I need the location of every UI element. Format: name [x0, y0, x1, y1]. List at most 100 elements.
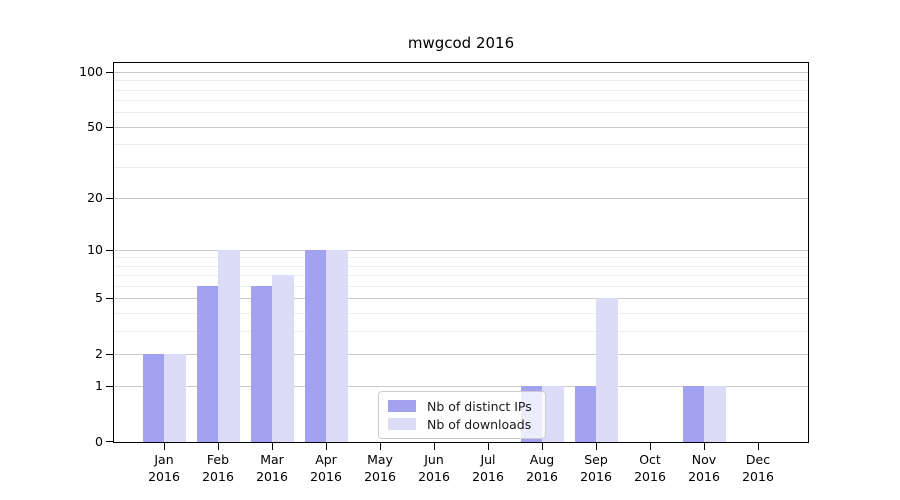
y-tick-mark [106, 353, 113, 355]
x-tick-month: Jul [480, 452, 496, 467]
legend-label: Nb of distinct IPs [427, 398, 532, 414]
legend-row: Nb of downloads [388, 415, 537, 433]
y-tick-mark [106, 197, 113, 199]
legend-swatch-distinct-ips [388, 400, 416, 412]
x-tick-mark [164, 443, 165, 450]
y-gridline-minor [114, 330, 808, 332]
y-tick-label: 100 [79, 64, 103, 79]
bar-downloads [272, 275, 294, 442]
bar-downloads [542, 386, 564, 442]
legend-label: Nb of downloads [427, 416, 532, 432]
x-tick-year: 2016 [742, 469, 774, 484]
x-tick-mark [596, 443, 597, 450]
x-tick-label: Jun 2016 [402, 451, 466, 485]
bar-downloads [704, 386, 726, 442]
x-tick-mark [326, 443, 327, 450]
y-tick-label: 10 [87, 241, 103, 257]
x-tick-label: Oct 2016 [618, 451, 682, 485]
x-tick-label: Aug 2016 [510, 451, 574, 485]
y-tick-mark [106, 72, 113, 73]
y-tick-mark [106, 386, 113, 388]
y-gridline-major [114, 353, 808, 355]
y-gridline-minor [114, 265, 808, 267]
y-gridline-minor [114, 275, 808, 277]
bar-downloads [326, 249, 348, 442]
y-gridline-major [114, 72, 808, 73]
y-gridline-major [114, 249, 808, 251]
x-tick-label: Dec 2016 [726, 451, 790, 485]
y-tick-label: 20 [87, 189, 103, 205]
x-tick-month: Aug [529, 452, 555, 467]
plot-area: 0 1 2 5 10 20 50 100 Jan 2016 Feb 2016 Mar 2016 Apr 201… [79, 62, 809, 484]
x-tick-mark [434, 443, 435, 450]
x-tick-month: Mar [260, 452, 284, 467]
x-tick-mark [218, 443, 219, 450]
x-tick-mark [758, 443, 759, 450]
x-tick-year: 2016 [688, 469, 720, 484]
x-tick-month: Oct [639, 452, 661, 467]
y-gridline-minor [114, 313, 808, 314]
x-tick-month: Apr [315, 452, 337, 467]
y-tick-mark [106, 298, 113, 300]
y-tick-label: 0 [95, 434, 103, 449]
x-tick-month: Sep [584, 452, 608, 467]
bar-downloads [218, 249, 240, 442]
x-tick-mark [704, 443, 705, 450]
y-gridline-major [114, 298, 808, 300]
x-tick-year: 2016 [148, 469, 180, 484]
chart-title: mwgcod 2016 [407, 34, 515, 52]
bar-distinct-ips [304, 249, 326, 442]
x-tick-mark [272, 443, 273, 450]
y-tick-mark [106, 249, 113, 251]
x-tick-label: May 2016 [348, 451, 412, 485]
x-tick-mark [488, 443, 489, 450]
bar-downloads [596, 298, 618, 442]
legend-swatch-downloads [388, 418, 416, 430]
y-gridline-minor [114, 89, 808, 91]
x-tick-year: 2016 [310, 469, 342, 484]
bar-distinct-ips [142, 353, 164, 442]
y-gridline-minor [114, 100, 808, 102]
x-tick-label: Sep 2016 [564, 451, 628, 485]
x-tick-month: May [367, 452, 393, 467]
x-tick-year: 2016 [526, 469, 558, 484]
x-tick-label: Apr 2016 [294, 451, 358, 485]
x-tick-label: Nov 2016 [672, 451, 736, 485]
y-gridline-major [114, 197, 808, 199]
y-gridline-minor [114, 257, 808, 259]
x-tick-month: Feb [206, 452, 230, 467]
y-tick-label: 2 [95, 345, 103, 361]
x-tick-month: Jan [154, 452, 174, 467]
legend: Nb of distinct IPs Nb of downloads [378, 391, 546, 439]
bar-distinct-ips [196, 286, 218, 442]
x-tick-year: 2016 [580, 469, 612, 484]
x-tick-month: Nov [691, 452, 717, 467]
x-tick-mark [650, 443, 651, 450]
x-tick-year: 2016 [472, 469, 504, 484]
x-tick-label: Jan 2016 [132, 451, 196, 485]
x-tick-year: 2016 [202, 469, 234, 484]
y-gridline-minor [114, 144, 808, 146]
x-tick-year: 2016 [418, 469, 450, 484]
y-tick-label: 1 [95, 378, 103, 394]
x-tick-label: Feb 2016 [186, 451, 250, 485]
y-gridline-major [114, 386, 808, 388]
y-gridline-minor [114, 286, 808, 287]
y-gridline-minor [114, 112, 808, 114]
y-gridline-minor [114, 166, 808, 168]
legend-row: Nb of distinct IPs [388, 397, 537, 415]
x-tick-mark [542, 443, 543, 450]
x-tick-label: Jul 2016 [456, 451, 520, 485]
x-tick-month: Dec [745, 452, 771, 467]
y-tick-mark [106, 441, 113, 442]
x-tick-year: 2016 [256, 469, 288, 484]
x-tick-year: 2016 [364, 469, 396, 484]
y-tick-label: 50 [87, 118, 103, 134]
y-tick-label: 5 [95, 290, 103, 306]
x-tick-mark [380, 443, 381, 450]
bar-distinct-ips [682, 386, 704, 442]
y-gridline-minor [114, 80, 808, 82]
bar-distinct-ips [250, 286, 272, 442]
y-gridline-major [114, 126, 808, 128]
